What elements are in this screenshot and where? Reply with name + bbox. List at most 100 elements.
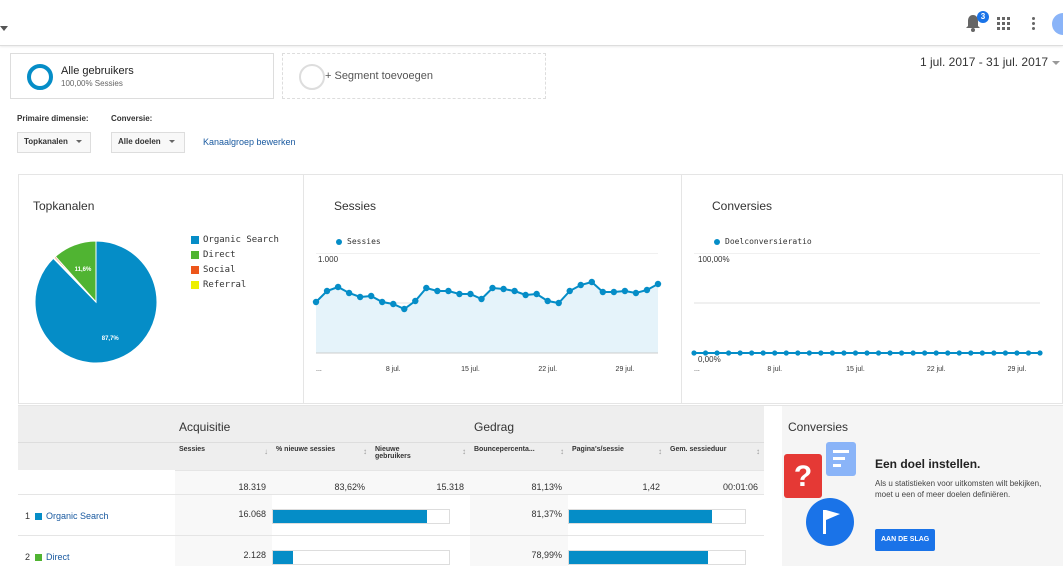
data-point[interactable]	[632, 289, 640, 297]
sort-icon: ↕	[363, 447, 367, 456]
data-point[interactable]	[702, 350, 709, 356]
data-point[interactable]	[456, 290, 463, 298]
sessions-line-chart[interactable]: 1.000500...8 jul.15 jul.22 jul.29 jul.	[304, 253, 681, 377]
apps-grid-icon[interactable]	[997, 17, 1011, 31]
data-point[interactable]	[522, 291, 529, 299]
data-point[interactable]	[621, 287, 629, 295]
caret-down-icon[interactable]	[0, 26, 8, 31]
data-point[interactable]	[555, 299, 562, 307]
data-point[interactable]	[334, 283, 342, 291]
data-point[interactable]	[749, 350, 755, 356]
data-point[interactable]	[511, 287, 518, 295]
data-point[interactable]	[1014, 350, 1020, 356]
data-point[interactable]	[345, 289, 353, 297]
data-point[interactable]	[899, 350, 905, 356]
data-point[interactable]	[864, 350, 870, 356]
data-point[interactable]	[489, 284, 496, 292]
sessions-column-header[interactable]: Sessies ↓	[175, 442, 272, 470]
data-point[interactable]	[910, 350, 916, 356]
add-segment-card[interactable]: + Segment toevoegen	[282, 53, 546, 99]
data-point[interactable]	[737, 350, 743, 356]
channel-link-organic-search[interactable]: Organic Search	[46, 511, 109, 521]
legend-item-referral[interactable]: Referral	[191, 278, 279, 293]
data-point[interactable]	[312, 298, 320, 306]
data-point[interactable]	[356, 293, 364, 301]
behavior-group-header: Gedrag	[470, 406, 764, 442]
data-point[interactable]	[841, 350, 847, 356]
data-point[interactable]	[445, 287, 452, 295]
new-users-column-header[interactable]: Nieuwe gebruikers ↕	[371, 442, 470, 470]
legend-label: Social	[203, 265, 236, 275]
data-point[interactable]	[599, 288, 607, 296]
date-range-picker[interactable]: 1 jul. 2017 - 31 jul. 2017	[920, 55, 1061, 69]
data-point[interactable]	[783, 350, 789, 356]
data-point[interactable]	[500, 285, 507, 293]
pages-per-session-column-header[interactable]: Pagina's/sessie ↕	[568, 442, 666, 470]
data-point[interactable]	[714, 350, 720, 356]
avg-duration-column-header[interactable]: Gem. sessieduur ↕	[666, 442, 764, 470]
data-point[interactable]	[367, 292, 375, 300]
data-point[interactable]	[1037, 350, 1043, 356]
data-point[interactable]	[887, 350, 893, 356]
edit-channel-group-link[interactable]: Kanaalgroep bewerken	[203, 137, 296, 147]
legend-item-organic[interactable]: Organic Search	[191, 233, 279, 248]
data-point[interactable]	[467, 290, 474, 298]
data-point[interactable]	[423, 284, 430, 292]
data-point[interactable]	[956, 350, 962, 356]
legend-item-social[interactable]: Social	[191, 263, 279, 278]
x-tick-label: 15 jul.	[461, 366, 480, 373]
notification-badge: 3	[977, 11, 989, 23]
goal-promo-text: Als u statistieken voor uitkomsten wilt …	[875, 479, 1042, 499]
row-sessions-cell: 16.068	[175, 494, 272, 535]
bounce-column-header[interactable]: Bouncepercenta... ↕	[470, 442, 568, 470]
data-point[interactable]	[378, 298, 386, 306]
total-sessions: 18.319	[175, 470, 272, 494]
data-point[interactable]	[875, 350, 882, 356]
avatar[interactable]	[1052, 13, 1063, 35]
data-point[interactable]	[968, 350, 974, 356]
data-point[interactable]	[922, 350, 928, 356]
top-channels-pie-chart[interactable]: 87,7% 11,6%	[33, 239, 159, 365]
data-point[interactable]	[1002, 350, 1008, 356]
data-point[interactable]	[533, 290, 540, 298]
segment-card-all-users[interactable]: Alle gebruikers 100,00% Sessies	[10, 53, 274, 99]
data-point[interactable]	[544, 297, 551, 305]
data-point[interactable]	[760, 350, 766, 356]
data-point[interactable]	[323, 287, 331, 295]
data-point[interactable]	[772, 350, 778, 356]
data-point[interactable]	[945, 350, 951, 356]
data-point[interactable]	[1025, 350, 1032, 356]
data-point[interactable]	[643, 286, 651, 294]
data-point[interactable]	[933, 350, 939, 356]
more-options-icon[interactable]	[1032, 17, 1036, 31]
bell-icon[interactable]	[965, 14, 981, 32]
primary-dimension-dropdown[interactable]: Topkanalen	[17, 132, 91, 153]
conversion-dropdown[interactable]: Alle doelen	[111, 132, 185, 153]
data-point[interactable]	[795, 350, 801, 356]
data-point[interactable]	[654, 280, 662, 288]
data-point[interactable]	[577, 281, 584, 289]
data-point[interactable]	[818, 350, 824, 356]
data-point[interactable]	[691, 350, 697, 356]
data-point[interactable]	[991, 350, 997, 356]
data-point[interactable]	[401, 305, 408, 313]
data-point[interactable]	[588, 278, 596, 286]
legend-item-direct[interactable]: Direct	[191, 248, 279, 263]
dimension-column-header	[18, 442, 175, 470]
new-sessions-column-header[interactable]: % nieuwe sessies ↕	[272, 442, 371, 470]
data-point[interactable]	[566, 287, 573, 295]
conversions-line-chart[interactable]: 100,00% 0,00%... 8 jul. 15 jul. 22 jul. 29 ju…	[682, 253, 1062, 377]
data-point[interactable]	[979, 350, 985, 356]
data-point[interactable]	[390, 300, 397, 308]
data-point[interactable]	[478, 295, 485, 303]
data-point[interactable]	[434, 287, 441, 295]
data-point[interactable]	[806, 350, 812, 356]
data-point[interactable]	[726, 350, 732, 356]
data-point[interactable]	[829, 350, 835, 356]
get-started-button[interactable]: AAN DE SLAG	[875, 529, 936, 551]
data-point[interactable]	[610, 288, 618, 296]
data-point[interactable]	[412, 297, 419, 305]
channel-link-direct[interactable]: Direct	[46, 552, 70, 562]
data-point[interactable]	[852, 350, 859, 356]
pie-slice-direct[interactable]	[54, 240, 97, 304]
